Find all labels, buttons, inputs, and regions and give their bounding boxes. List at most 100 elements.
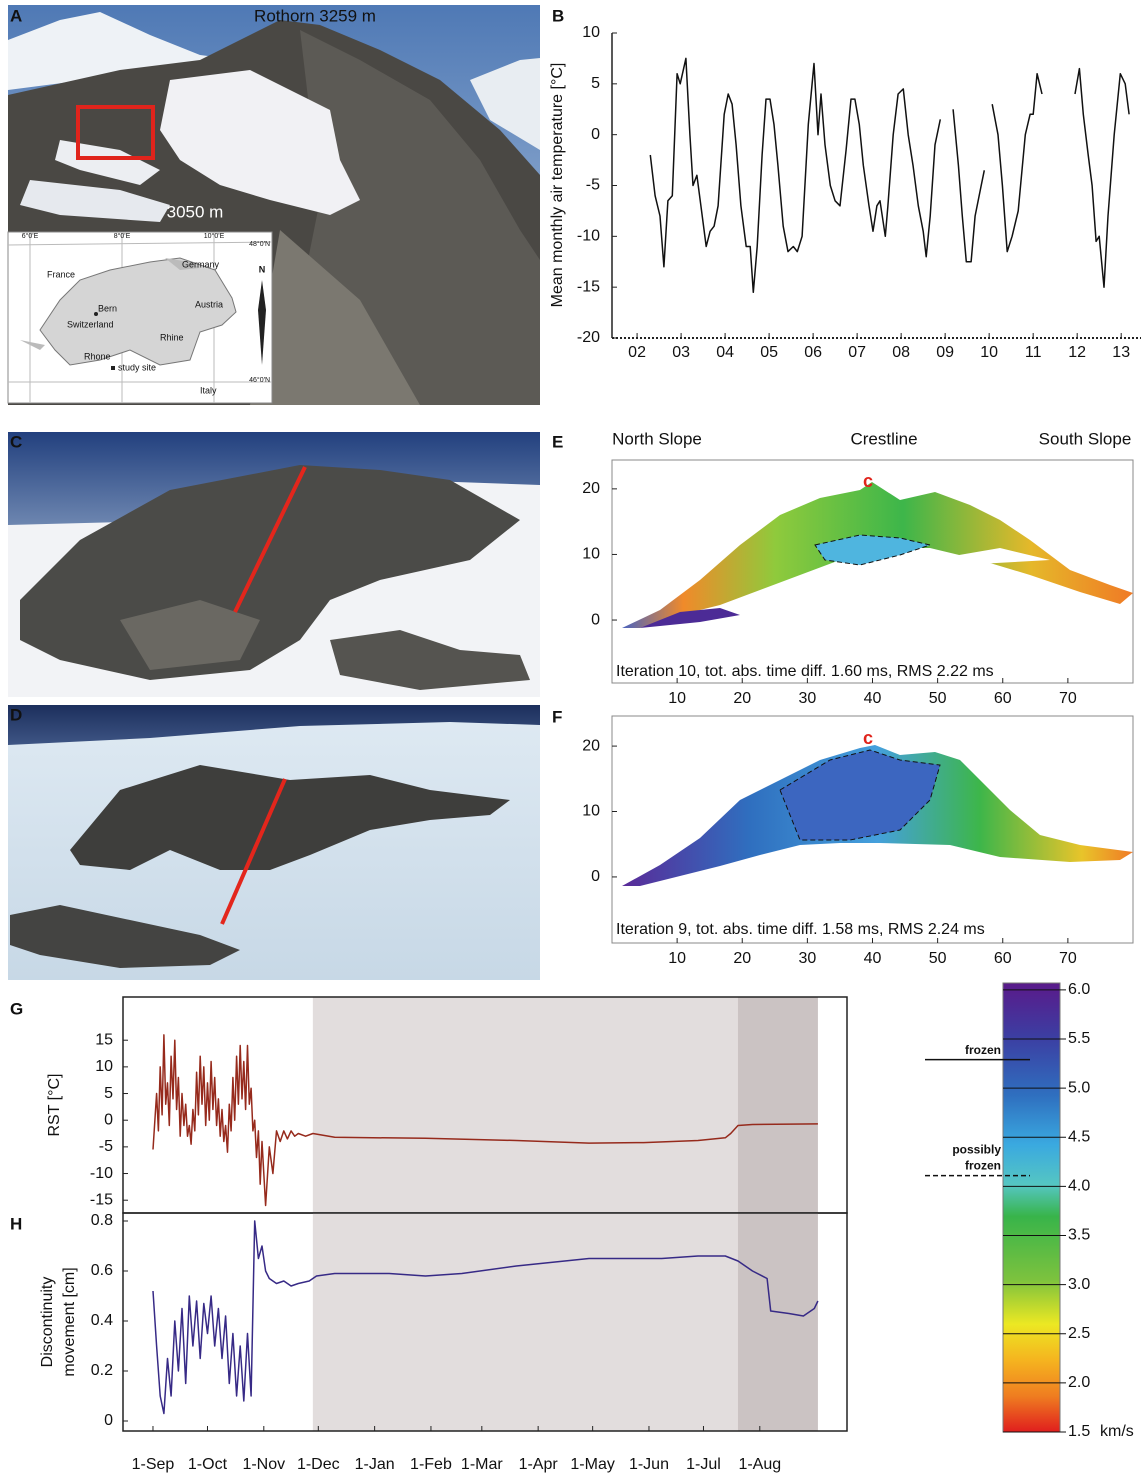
panel-label: F xyxy=(552,707,562,726)
y-tick-label: -5 xyxy=(99,1138,113,1155)
plot-frame xyxy=(122,1212,848,1432)
north-label: N xyxy=(259,264,266,274)
x-tick-label: 02 xyxy=(628,344,646,361)
tomogram-zone xyxy=(779,749,941,841)
colorbar-tick-label: 3.0 xyxy=(1068,1276,1090,1293)
y-tick-label: -15 xyxy=(577,278,600,295)
x-tick-label: 1-Jun xyxy=(629,1456,669,1473)
map-label: Austria xyxy=(195,299,223,309)
rock xyxy=(70,765,510,870)
site-marker xyxy=(111,366,115,370)
x-tick-label: 1-Mar xyxy=(461,1456,503,1473)
crest-marker: c xyxy=(863,728,873,748)
y-tick-label: 0 xyxy=(591,126,600,143)
x-tick-label: 1-Oct xyxy=(188,1456,228,1473)
x-tick-label: 1-May xyxy=(570,1456,614,1473)
lake xyxy=(20,340,45,350)
y-tick-label: 0 xyxy=(104,1111,113,1128)
lon-tick: 10°0'E xyxy=(204,232,225,240)
map-label: France xyxy=(47,269,75,279)
data-line xyxy=(152,1034,818,1207)
elevation-label: 3050 m xyxy=(167,202,224,221)
y-tick-label: 5 xyxy=(591,75,600,92)
shaded-period xyxy=(312,997,738,1213)
y-tick-label: -20 xyxy=(577,329,600,346)
y-axis-label: RST [°C] xyxy=(46,1074,63,1137)
y-tick-label: 5 xyxy=(104,1085,113,1102)
photo-a: Rothorn 3259 m 3050 m France Germany Ber… xyxy=(7,5,540,405)
y-tick-label: 0 xyxy=(104,1412,113,1429)
x-tick-label: 06 xyxy=(804,344,822,361)
colorbar-tick-label: 4.5 xyxy=(1068,1128,1090,1145)
y-tick-label: -5 xyxy=(586,177,600,194)
map-inset: France Germany Bern Austria Switzerland … xyxy=(7,231,273,404)
panel-label: D xyxy=(10,705,22,724)
annotation: Iteration 10, tot. abs. time diff. 1.60 … xyxy=(616,663,994,680)
x-tick-label: 1-Jul xyxy=(686,1456,721,1473)
snow xyxy=(55,140,160,185)
snow-peak xyxy=(470,58,540,150)
y-tick-label: 0 xyxy=(591,868,600,885)
x-tick-label: 10 xyxy=(668,950,686,967)
y-tick-label: 15 xyxy=(95,1031,113,1048)
y-tick-label: 10 xyxy=(582,24,600,41)
x-tick-label: 1-Apr xyxy=(519,1456,559,1473)
scree xyxy=(250,230,420,405)
photo-d xyxy=(8,705,540,980)
x-tick-label: 1-Sep xyxy=(132,1456,175,1473)
x-tick-label: 60 xyxy=(994,950,1012,967)
x-tick-label: 10 xyxy=(980,344,998,361)
sky xyxy=(8,705,540,745)
rock xyxy=(10,905,240,968)
threshold-label: frozen xyxy=(965,1159,1001,1173)
header-label: South Slope xyxy=(1039,429,1132,448)
colorbar-tick-label: 6.0 xyxy=(1068,981,1090,998)
tomogram-gap xyxy=(860,548,1050,575)
x-tick-label: 09 xyxy=(936,344,954,361)
colorbar-tick-label: 4.0 xyxy=(1068,1178,1090,1195)
x-tick-label: 11 xyxy=(1025,344,1042,361)
x-tick-label: 13 xyxy=(1112,344,1130,361)
snow xyxy=(160,70,360,215)
city xyxy=(94,312,98,316)
x-tick-label: 03 xyxy=(672,344,690,361)
y-tick-label: 20 xyxy=(582,737,600,754)
rock xyxy=(120,600,260,670)
x-tick-label: 50 xyxy=(929,950,947,967)
lon-tick: 6°0'E xyxy=(22,232,39,240)
graticule xyxy=(7,241,273,246)
map-label: Germany xyxy=(182,259,220,269)
peak-label: Rothorn 3259 m xyxy=(254,6,376,25)
photo-c xyxy=(8,432,540,697)
y-tick-label: 0.8 xyxy=(91,1212,113,1229)
map-label: Bern xyxy=(98,303,117,313)
shaded-period xyxy=(312,1213,738,1431)
panel-label: A xyxy=(10,6,22,25)
map-label: study site xyxy=(118,362,156,372)
data-line xyxy=(152,1220,819,1415)
threshold-label: frozen xyxy=(965,1043,1001,1057)
lon-tick: 8°0'E xyxy=(114,232,131,240)
y-tick-label: 0.2 xyxy=(91,1362,113,1379)
snow xyxy=(20,180,170,222)
colorbar-tick-label: 1.5 xyxy=(1068,1423,1090,1440)
x-tick-label: 40 xyxy=(864,950,882,967)
y-tick-label: 20 xyxy=(582,480,600,497)
tomogram-zone xyxy=(640,608,740,628)
shaded-period xyxy=(737,1213,818,1431)
x-tick-label: 10 xyxy=(668,690,686,707)
map-label: Rhone xyxy=(84,351,111,361)
map-label: Italy xyxy=(200,385,217,395)
x-tick-label: 08 xyxy=(892,344,910,361)
colorbar xyxy=(1002,982,1061,1433)
tomogram-zone xyxy=(814,534,932,566)
highlight-box xyxy=(76,105,155,160)
y-tick-label: 0.6 xyxy=(91,1262,113,1279)
x-tick-label: 04 xyxy=(716,344,734,361)
x-tick-label: 1-Aug xyxy=(738,1456,781,1473)
y-axis-label: Mean monthly air temperature [°C] xyxy=(549,63,566,308)
y-axis-label: Discontinuity xyxy=(39,1277,56,1368)
colorbar-tick-label: 2.5 xyxy=(1068,1325,1090,1342)
profile-line xyxy=(233,466,307,613)
y-tick-label: 0 xyxy=(591,611,600,628)
